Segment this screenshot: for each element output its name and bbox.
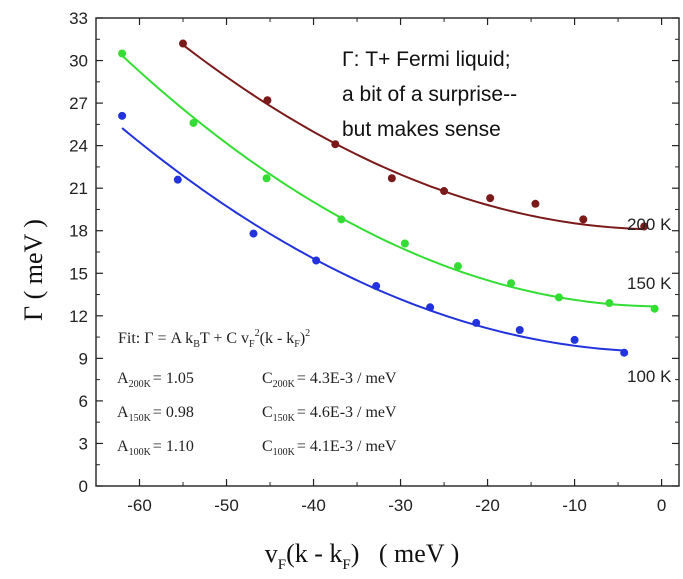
series-label-200k: 200 K <box>627 215 672 234</box>
data-point <box>640 222 649 231</box>
y-tick-label: 27 <box>69 94 88 113</box>
fit-c-150k: C150K = 4.6E-3 / meV <box>262 404 397 424</box>
x-tick-label: -50 <box>214 496 239 515</box>
fit-c-200k: C200K = 4.3E-3 / meV <box>262 370 397 390</box>
data-point <box>337 215 346 224</box>
y-axis-title: Γ ( meV ) <box>19 219 48 321</box>
data-point <box>507 279 516 288</box>
data-point <box>173 175 182 184</box>
data-point <box>570 335 579 344</box>
fit-a-200k: A200K = 1.05 <box>117 370 194 390</box>
y-tick-label: 15 <box>69 264 88 283</box>
fit-a-100k: A100K = 1.10 <box>117 438 194 458</box>
y-tick-label: 30 <box>69 52 88 71</box>
annotation-note: Γ: T+ Fermi liquid; a bit of a surprise-… <box>342 48 517 141</box>
y-tick-label: 3 <box>79 434 88 453</box>
data-point <box>387 174 396 183</box>
y-tick-label: 33 <box>69 9 88 28</box>
fit-curve-0 <box>182 44 645 231</box>
x-tick-label: -60 <box>127 496 152 515</box>
x-tick-label: -20 <box>475 496 500 515</box>
y-tick-label: 24 <box>69 137 88 156</box>
data-point <box>400 239 409 248</box>
y-tick-label: 9 <box>79 349 88 368</box>
data-point <box>579 215 588 224</box>
data-point <box>372 282 381 291</box>
fit-curve-1 <box>121 54 655 308</box>
data-point <box>263 96 272 105</box>
y-tick-label: 18 <box>69 222 88 241</box>
data-point <box>426 303 435 312</box>
annotation-line-2: a bit of a surprise-- <box>342 83 517 106</box>
fit-parameters: Fit: Γ = A kBT + C vF2(k - kF)2 A200K = 1… <box>117 328 397 458</box>
fit-a-150k: A150K = 0.98 <box>117 404 194 424</box>
y-tick-label: 6 <box>79 392 88 411</box>
annotation-line-1: Γ: T+ Fermi liquid; <box>342 48 511 71</box>
data-point <box>620 348 629 357</box>
y-tick-label: 21 <box>69 179 88 198</box>
annotation-line-3: but makes sense <box>342 118 501 141</box>
data-point <box>605 299 614 308</box>
fit-c-100k: C100K = 4.1E-3 / meV <box>262 438 397 458</box>
data-point <box>486 194 495 203</box>
data-point <box>262 174 271 183</box>
data-point <box>453 262 462 271</box>
fit-formula: Fit: Γ = A kBT + C vF2(k - kF)2 <box>118 328 310 350</box>
y-tick-label: 12 <box>69 307 88 326</box>
x-tick-label: -30 <box>388 496 413 515</box>
data-point <box>312 256 321 265</box>
series-label-100k: 100 K <box>627 367 672 386</box>
series-label-150k: 150 K <box>627 274 672 293</box>
y-tick-label: 0 <box>79 477 88 496</box>
x-tick-label: 0 <box>657 496 666 515</box>
data-point <box>440 187 449 196</box>
x-axis-title: vF(k - kF) ( meV ) <box>265 539 460 573</box>
data-point <box>650 304 659 313</box>
data-point <box>531 199 540 208</box>
data-point <box>515 326 524 334</box>
x-tick-label: -10 <box>562 496 587 515</box>
x-tick-label: -40 <box>301 496 326 515</box>
data-point <box>118 49 127 58</box>
data-point <box>472 318 481 327</box>
data-point <box>331 140 340 149</box>
data-point <box>118 111 127 120</box>
data-point <box>554 293 563 302</box>
data-point <box>189 118 198 127</box>
data-point <box>249 229 258 238</box>
data-point <box>179 39 188 48</box>
